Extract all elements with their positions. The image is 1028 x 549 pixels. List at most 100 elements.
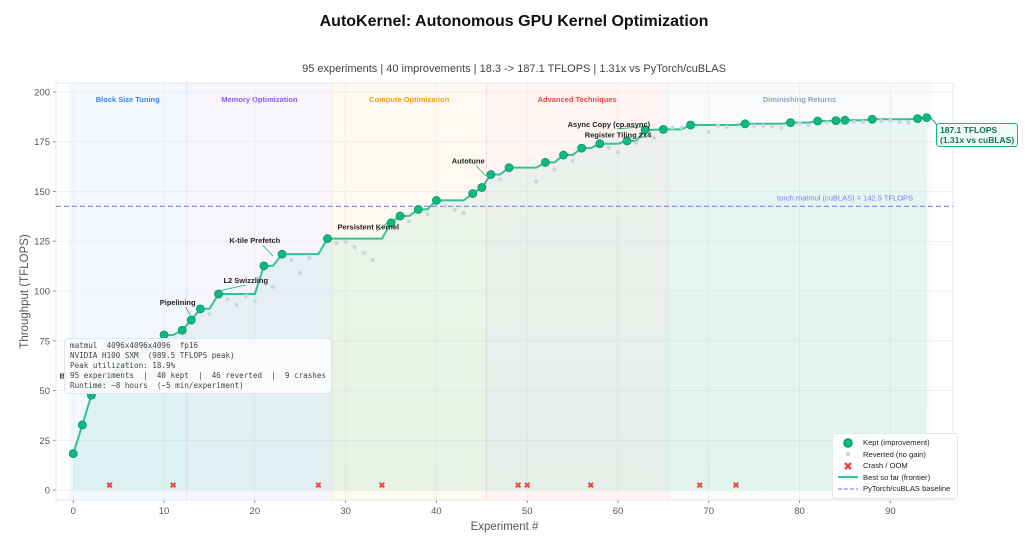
kept-point: [595, 139, 605, 149]
legend-label: Crash / OOM: [863, 461, 908, 471]
info-line: matmul 4096x4096x4096 fp16: [70, 341, 199, 350]
reverted-point: [615, 150, 620, 155]
reverted-point: [652, 135, 657, 140]
reverted-point: [797, 121, 802, 126]
annotation-arrow: [218, 284, 246, 292]
reverted-point: [706, 129, 711, 134]
kept-point: [867, 114, 877, 124]
reverted-point: [852, 119, 857, 124]
kept-point: [740, 119, 750, 129]
baseline-label: torch.matmul (cuBLAS) = 142.5 TFLOPS: [777, 193, 913, 202]
x-tick-label: 80: [794, 506, 805, 517]
x-tick-label: 70: [703, 506, 714, 517]
annotation-arrow: [185, 306, 192, 318]
info-line: NVIDIA H100 SXM (989.5 TFLOPS peak): [70, 351, 235, 360]
kept-point: [786, 118, 795, 128]
legend-item-crash: Crash / OOM: [837, 460, 953, 472]
reverted-point: [407, 219, 412, 224]
reverted-point: [679, 125, 684, 130]
legend: Kept (improvement) Reverted (no gain) Cr…: [832, 433, 958, 499]
y-tick-label: 25: [39, 436, 50, 447]
annotation-arrow: [616, 126, 646, 130]
reverted-marker-icon: [845, 452, 851, 457]
legend-label: PyTorch/cuBLAS baseline: [863, 484, 951, 494]
kept-point: [922, 113, 932, 123]
kept-point: [259, 261, 269, 271]
phase-label: Memory Optimization: [221, 95, 298, 104]
frontier-line-icon: [838, 476, 858, 479]
kept-point: [77, 420, 87, 430]
kept-point: [622, 136, 632, 146]
kept-point: [686, 120, 696, 130]
chart-title: AutoKernel: Autonomous GPU Kernel Optimi…: [319, 13, 709, 30]
reverted-point: [552, 167, 557, 172]
y-axis-label: Throughput (TFLOPS): [19, 234, 31, 349]
reverted-point: [252, 298, 257, 303]
crash-point: [170, 482, 177, 489]
reverted-point: [824, 120, 829, 125]
info-box: matmul 4096x4096x4096 fp16 NVIDIA H100 SX…: [64, 338, 333, 394]
frontier-line: [72, 116, 927, 454]
reverted-point: [906, 120, 911, 125]
reverted-point: [461, 210, 466, 215]
reverted-point: [497, 176, 502, 181]
reverted-point: [806, 122, 811, 127]
legend-label: Reverted (no gain): [863, 449, 926, 459]
reverted-point: [307, 255, 312, 260]
reverted-point: [452, 207, 457, 212]
reverted-point: [370, 257, 375, 262]
annotation-arrow: [475, 165, 487, 177]
kept-point: [323, 234, 332, 244]
x-tick-label: 60: [613, 506, 624, 517]
legend-label: Kept (improvement): [863, 438, 930, 448]
reverted-point: [425, 211, 430, 216]
annotation-label: Async Copy (cp.async): [568, 120, 651, 129]
kept-point: [214, 289, 223, 299]
kept-point: [559, 150, 568, 160]
annotation-arrow: [376, 219, 392, 232]
crash-point: [587, 482, 594, 489]
reverted-point: [243, 293, 248, 298]
reverted-point: [352, 245, 357, 250]
kept-point: [277, 249, 287, 259]
kept-point: [195, 304, 205, 314]
reverted-point: [298, 271, 303, 276]
reverted-point: [225, 296, 230, 301]
kept-point: [413, 204, 423, 214]
crash-marker-icon: [844, 461, 852, 470]
reverted-point: [715, 123, 720, 128]
reverted-point: [606, 145, 611, 150]
y-tick-label: 100: [34, 287, 50, 298]
legend-item-frontier: Best so far (frontier): [837, 472, 953, 484]
kept-point: [840, 115, 850, 125]
reverted-point: [724, 124, 729, 129]
kept-point: [432, 196, 441, 205]
reverted-point: [534, 179, 539, 184]
kept-point: [477, 183, 487, 192]
kept-point: [177, 325, 187, 335]
annotation-label: Register Tiling 2x4: [585, 131, 652, 140]
chart-subtitle: 95 experiments | 40 improvements | 18.3 …: [302, 63, 726, 75]
legend-label: Best so far (frontier): [863, 472, 931, 482]
reverted-point: [343, 240, 348, 245]
y-tick-label: 200: [34, 87, 50, 98]
legend-item-baseline: PyTorch/cuBLAS baseline: [837, 483, 953, 495]
kept-point: [186, 315, 196, 325]
baseline-line-icon: [838, 488, 858, 490]
x-tick-label: 40: [431, 506, 442, 517]
reverted-point: [879, 118, 884, 123]
crash-point: [106, 482, 113, 489]
final-speedup: (1.31x vs cuBLAS): [940, 135, 1015, 145]
kept-marker-icon: [843, 437, 853, 448]
final-result-label: 187.1 TFLOPS (1.31x vs cuBLAS): [936, 123, 1019, 147]
crash-point: [524, 482, 531, 489]
x-tick-label: 10: [159, 506, 170, 517]
final-tflops: 187.1 TFLOPS: [940, 125, 998, 135]
annotation-label: Autotune: [452, 157, 485, 166]
y-tick-label: 50: [39, 386, 50, 397]
crash-point: [315, 482, 322, 489]
crash-point: [378, 482, 385, 489]
legend-item-kept: Kept (improvement): [837, 437, 953, 449]
x-tick-label: 50: [522, 506, 533, 517]
info-line: Runtime: ~8 hours (~5 min/experiment): [70, 381, 244, 390]
